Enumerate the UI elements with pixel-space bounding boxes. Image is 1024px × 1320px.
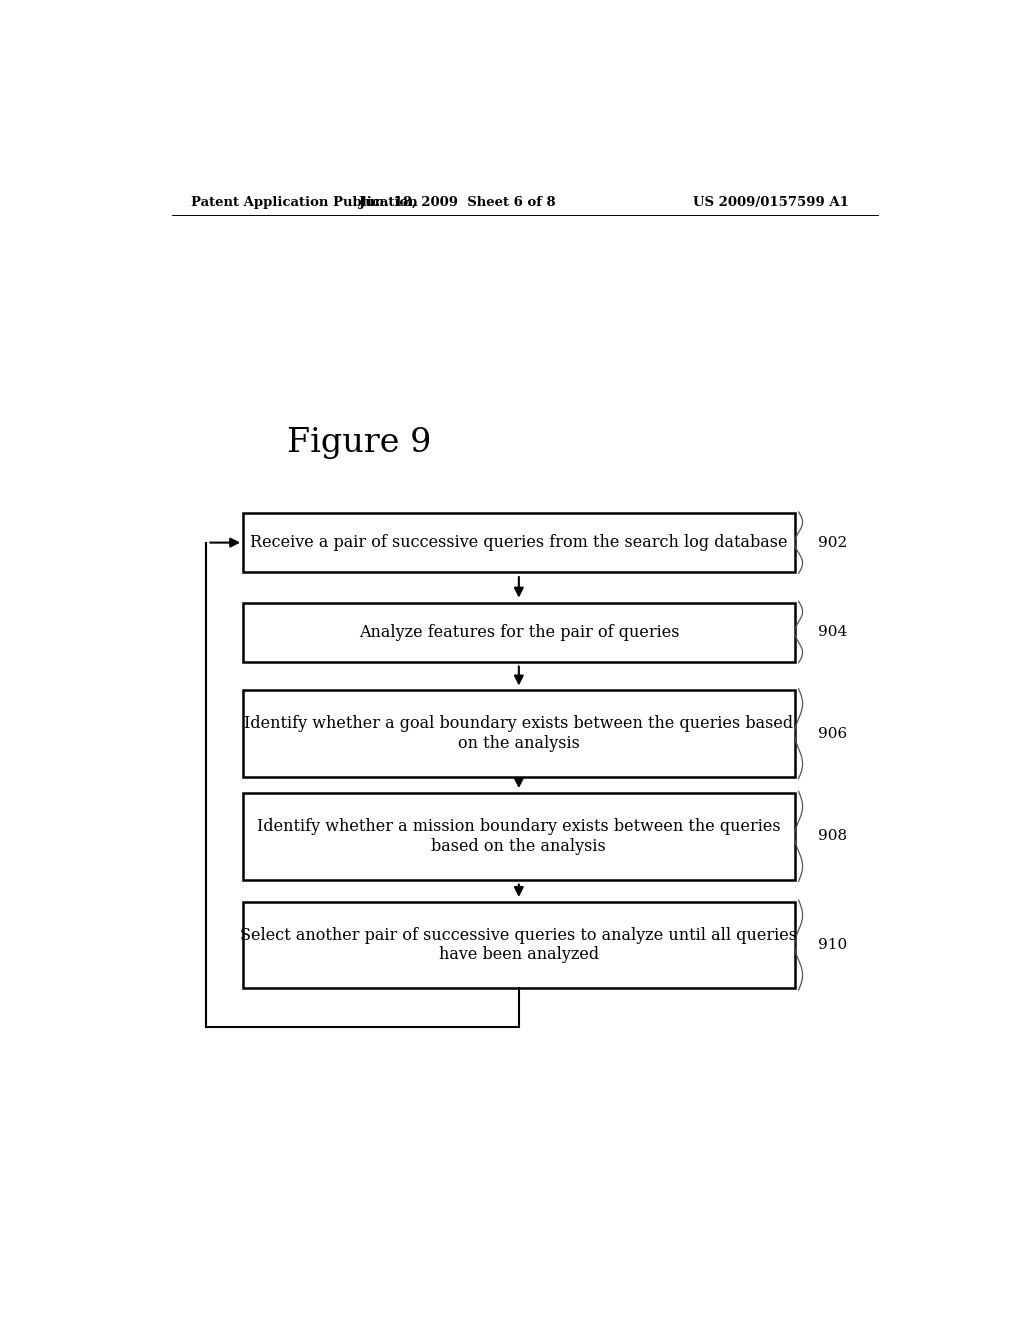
Text: 904: 904: [818, 626, 848, 639]
Text: 910: 910: [818, 939, 848, 952]
Bar: [243, 902, 795, 989]
Text: 908: 908: [818, 829, 848, 843]
Text: Select another pair of successive queries to analyze until all queries
have been: Select another pair of successive querie…: [241, 927, 798, 964]
Text: Identify whether a goal boundary exists between the queries based
on the analysi: Identify whether a goal boundary exists …: [245, 715, 794, 752]
Text: Analyze features for the pair of queries: Analyze features for the pair of queries: [358, 623, 679, 640]
Bar: [243, 690, 795, 777]
Text: 906: 906: [818, 727, 848, 741]
Text: Receive a pair of successive queries from the search log database: Receive a pair of successive queries fro…: [250, 535, 787, 550]
Bar: [243, 513, 795, 572]
Text: US 2009/0157599 A1: US 2009/0157599 A1: [693, 195, 849, 209]
Bar: [243, 793, 795, 879]
Text: Figure 9: Figure 9: [287, 426, 431, 459]
Text: 902: 902: [818, 536, 848, 549]
Text: Jun. 18, 2009  Sheet 6 of 8: Jun. 18, 2009 Sheet 6 of 8: [359, 195, 556, 209]
Text: Patent Application Publication: Patent Application Publication: [191, 195, 418, 209]
Bar: [243, 602, 795, 661]
Text: Identify whether a mission boundary exists between the queries
based on the anal: Identify whether a mission boundary exis…: [257, 818, 780, 854]
